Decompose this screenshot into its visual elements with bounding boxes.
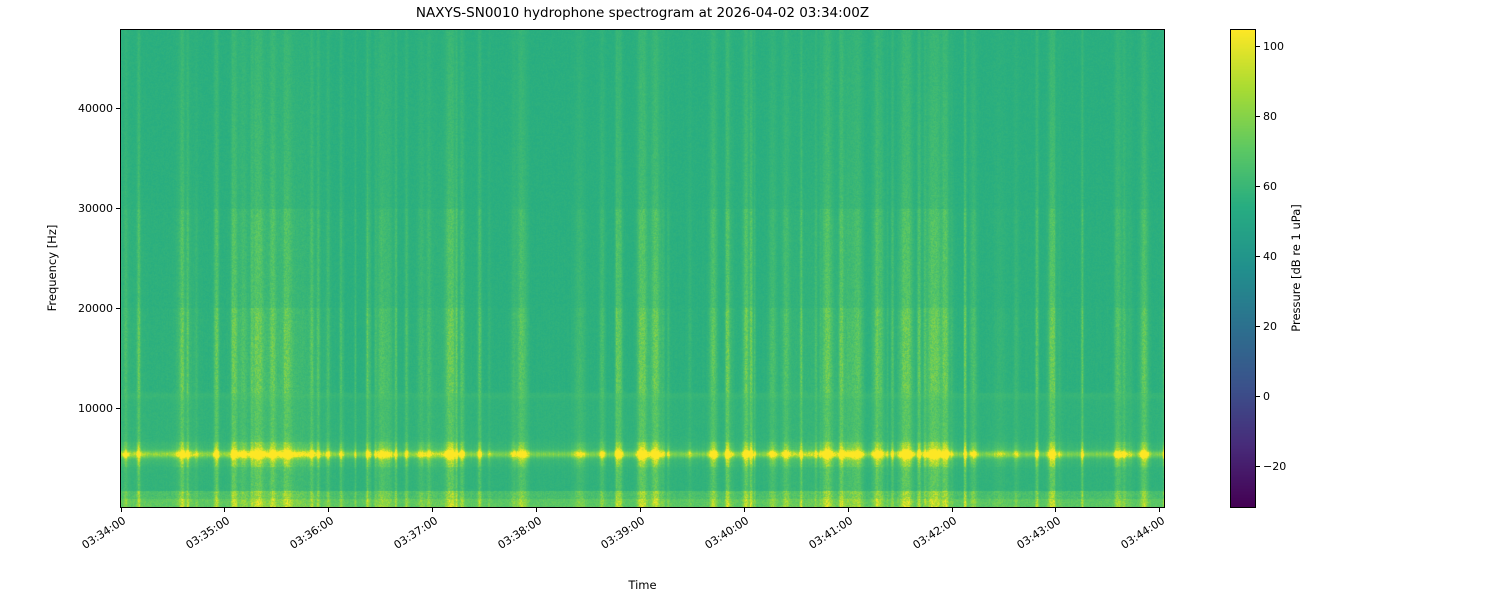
y-tick-label: 10000 <box>78 401 113 415</box>
y-axis-label: Frequency [Hz] <box>45 224 59 312</box>
colorbar-tick-label: 40 <box>1263 249 1277 263</box>
x-axis-label: Time <box>628 578 657 592</box>
y-tick-mark <box>116 108 120 110</box>
chart-title: NAXYS-SN0010 hydrophone spectrogram at 2… <box>415 5 870 21</box>
colorbar-tick-mark <box>1256 255 1260 257</box>
x-tick-mark <box>639 508 641 512</box>
colorbar <box>1230 29 1256 508</box>
spectrogram-canvas <box>121 30 1164 507</box>
colorbar-tick-mark <box>1256 45 1260 47</box>
y-tick-label: 40000 <box>78 102 113 116</box>
colorbar-tick-mark <box>1256 395 1260 397</box>
colorbar-tick-label: 20 <box>1263 319 1277 333</box>
x-tick-mark <box>1159 508 1161 512</box>
x-tick-mark <box>847 508 849 512</box>
y-tick-mark <box>116 407 120 409</box>
x-tick-mark <box>743 508 745 512</box>
y-tick-mark <box>116 208 120 210</box>
colorbar-tick-mark <box>1256 185 1260 187</box>
x-tick-mark <box>432 508 434 512</box>
x-tick-mark <box>951 508 953 512</box>
colorbar-tick-mark <box>1256 465 1260 467</box>
x-tick-label: 03:34:00 <box>79 514 129 552</box>
colorbar-tick-label: −20 <box>1263 459 1287 473</box>
colorbar-tick-label: 0 <box>1263 389 1270 403</box>
colorbar-tick-label: 100 <box>1263 39 1284 53</box>
colorbar-label: Pressure [dB re 1 uPa] <box>1289 204 1303 332</box>
x-tick-mark <box>536 508 538 512</box>
plot-area <box>120 29 1165 508</box>
colorbar-tick-mark <box>1256 115 1260 117</box>
x-tick-mark <box>1055 508 1057 512</box>
y-tick-label: 20000 <box>78 301 113 315</box>
colorbar-canvas <box>1231 30 1255 507</box>
x-tick-mark <box>224 508 226 512</box>
colorbar-tick-label: 80 <box>1263 109 1277 123</box>
x-tick-mark <box>328 508 330 512</box>
colorbar-tick-mark <box>1256 325 1260 327</box>
y-tick-mark <box>116 307 120 309</box>
y-tick-label: 30000 <box>78 202 113 216</box>
colorbar-tick-label: 60 <box>1263 179 1277 193</box>
x-tick-mark <box>120 508 122 512</box>
